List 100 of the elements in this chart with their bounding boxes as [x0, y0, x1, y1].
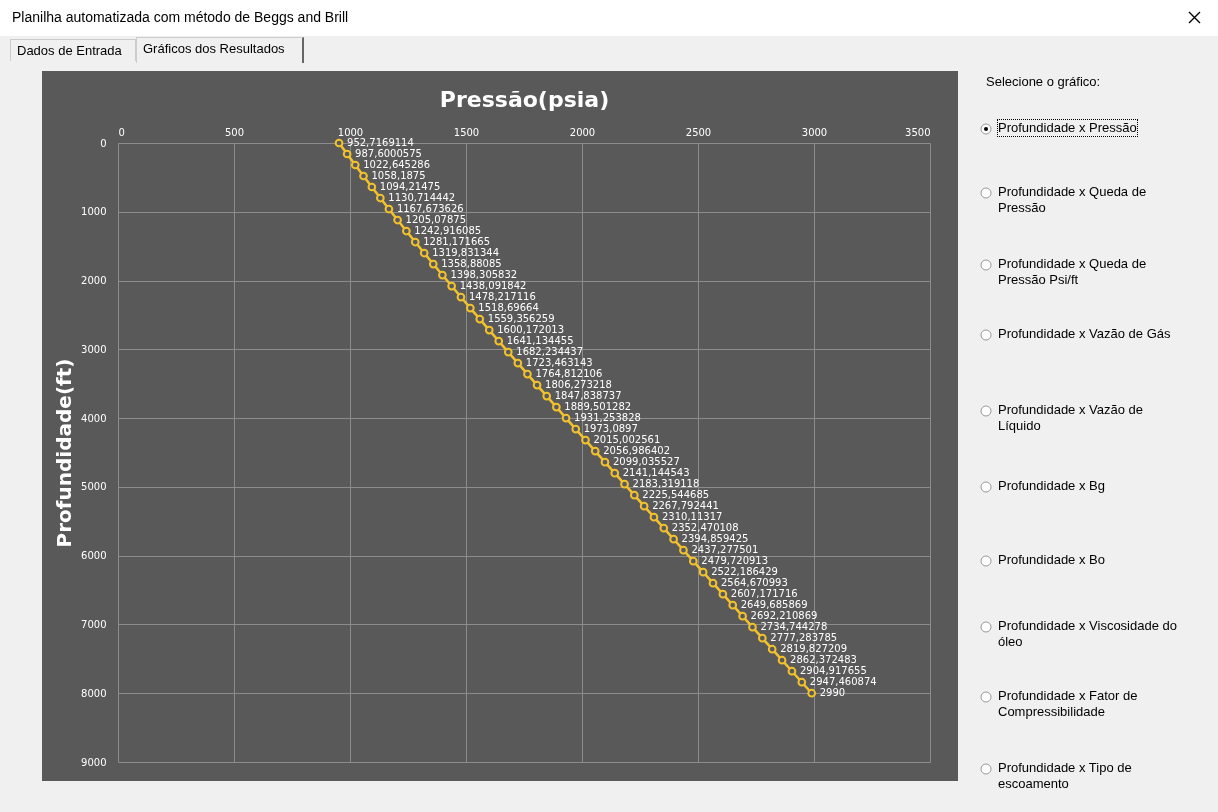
y-tick-label: 2000	[81, 275, 107, 287]
point	[571, 424, 581, 434]
y-tick-label: 0	[100, 137, 107, 149]
point	[600, 457, 610, 467]
point	[669, 534, 678, 544]
annotation: 2183,319118	[632, 478, 700, 490]
point	[590, 446, 600, 456]
point	[698, 567, 708, 577]
y-tick-label: 7000	[81, 618, 107, 630]
point	[402, 226, 411, 236]
annotation: 2607,171716	[730, 588, 798, 600]
point	[659, 523, 669, 533]
annotation: 1973,0897	[583, 423, 638, 435]
point	[484, 325, 494, 335]
point	[738, 611, 747, 621]
point	[807, 688, 817, 698]
annotation: 2099,035527	[612, 456, 680, 468]
x-tick-label: 500	[224, 126, 245, 138]
annotation: 1319,831344	[432, 247, 500, 259]
point	[561, 413, 571, 423]
text: Dados de Entrada	[10, 39, 136, 61]
annotation: 987,6000575	[355, 148, 422, 159]
annotation: 1398,305832	[450, 269, 518, 281]
annotation: 1847,838737	[554, 390, 622, 402]
point	[513, 358, 523, 368]
annotation: 1518,69664	[478, 302, 539, 314]
annotation: 2479,720913	[701, 555, 769, 567]
annotation: 2225,544685	[642, 489, 710, 501]
annotation: 1806,273218	[545, 379, 612, 391]
point	[419, 248, 429, 258]
y-tick-label: 4000	[81, 412, 107, 424]
point	[393, 215, 402, 225]
annotation: 1130,714442	[388, 192, 456, 204]
annotation: 2904,917655	[799, 665, 867, 677]
annotation: 1682,234437	[516, 346, 584, 358]
x-tick-label: 3000	[801, 126, 828, 138]
point	[503, 347, 513, 357]
point	[748, 622, 757, 632]
annotation: 2141,144543	[622, 467, 690, 479]
annotation: 1764,812106	[535, 368, 603, 380]
text: Profundidade x Vazão de Gás	[998, 326, 1171, 342]
point	[688, 556, 698, 566]
point	[718, 589, 728, 599]
point	[375, 193, 385, 203]
annotation: 2734,744278	[760, 621, 828, 633]
point	[334, 138, 344, 148]
annotation: 1242,916085	[414, 225, 482, 237]
annotation: 1931,253828	[574, 412, 641, 424]
point	[465, 303, 475, 313]
point	[639, 501, 649, 511]
chart-title: Planilha automatizada com método de Beggs and Brill	[12, 9, 349, 25]
point	[679, 545, 688, 555]
point	[342, 149, 352, 159]
x-axis-title: Pressão(psia)	[439, 86, 610, 112]
point	[610, 468, 620, 478]
annotation: 2819,827209	[780, 643, 848, 655]
x-tick-label: 2000	[569, 126, 596, 138]
point	[757, 633, 767, 643]
x-tick-label: 0	[118, 126, 125, 138]
point	[384, 204, 394, 214]
point	[787, 666, 797, 676]
text: Profundidade x Fator de Compressibilidade	[998, 688, 1139, 720]
y-axis-title: Profundidade(ft)	[52, 358, 77, 548]
annotation: 2947,460874	[809, 676, 877, 688]
point	[708, 578, 718, 588]
annotation: 2990	[819, 687, 846, 699]
point	[359, 171, 368, 181]
annotation: 2267,792441	[652, 500, 719, 512]
text: Selecione o gráfico:	[986, 74, 1101, 89]
y-tick-label: 3000	[81, 343, 107, 355]
text: Profundidade x Bo	[998, 552, 1105, 568]
y-tick-label: 5000	[81, 481, 107, 493]
point	[350, 160, 360, 170]
annotation: 1889,501282	[564, 401, 632, 413]
point	[523, 369, 532, 379]
y-tick-label: 8000	[81, 687, 107, 699]
text: Profundidade x Tipo de escoamento	[998, 760, 1133, 792]
text: Profundidade x Vazão de Líquido	[998, 402, 1145, 434]
annotation: 952,7169114	[347, 137, 414, 148]
annotation: 2692,210869	[750, 610, 818, 622]
text: Profundidade x Bg	[998, 478, 1105, 494]
text: Profundidade x Queda de Pressão	[998, 184, 1148, 216]
annotation: 2352,470108	[671, 522, 739, 534]
point	[620, 479, 629, 489]
annotation: 1094,21475	[379, 181, 441, 193]
annotation: 2056,986402	[603, 445, 671, 457]
text: Gráficos dos Resultados	[136, 37, 304, 63]
point	[367, 182, 377, 192]
annotation: 2310,11317	[661, 511, 723, 523]
point	[494, 336, 504, 346]
annotation: 1438,091842	[459, 280, 527, 292]
annotation: 2777,283785	[770, 632, 838, 644]
point	[649, 512, 659, 522]
point	[456, 292, 466, 302]
annotation: 1205,07875	[405, 214, 467, 226]
annotation: 1559,356259	[487, 313, 555, 325]
annotation: 2649,685869	[740, 599, 808, 611]
x-tick-label: 1000	[337, 126, 364, 138]
y-tick-label: 1000	[81, 206, 107, 218]
point	[629, 490, 639, 500]
